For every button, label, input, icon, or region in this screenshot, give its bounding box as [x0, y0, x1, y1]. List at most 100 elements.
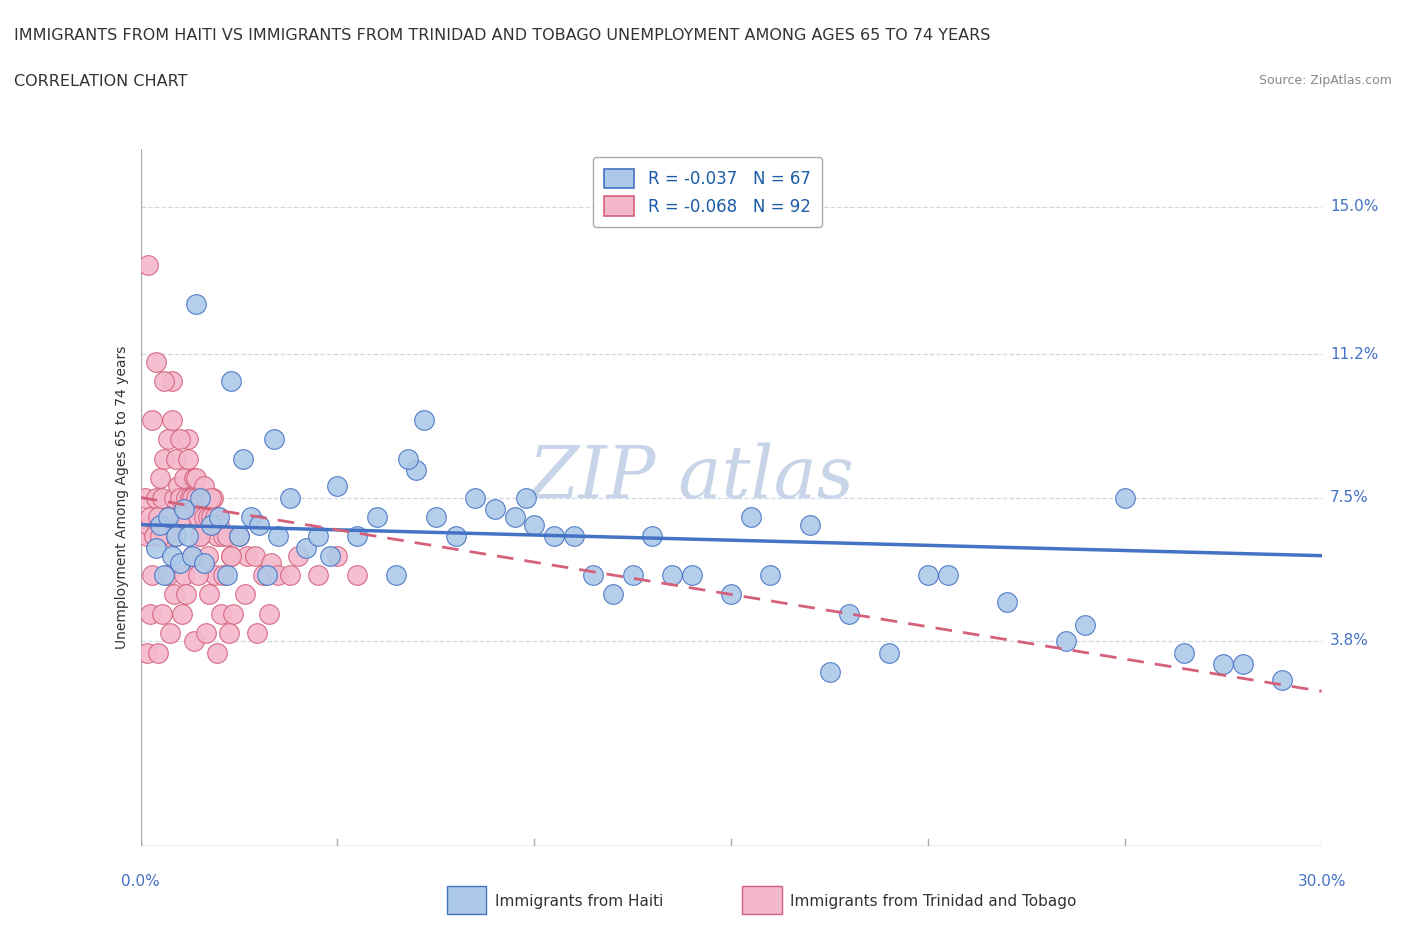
Point: [326, 549, 349, 564]
Point: [1114, 490, 1136, 505]
Text: 11.2%: 11.2%: [1330, 347, 1378, 362]
Text: 30.0%: 30.0%: [1298, 874, 1346, 889]
Text: CORRELATION CHART: CORRELATION CHART: [14, 74, 187, 89]
Point: [877, 645, 900, 660]
Point: [295, 540, 318, 555]
Point: [135, 645, 157, 660]
Point: [207, 645, 229, 660]
Point: [184, 490, 207, 505]
Point: [366, 510, 388, 525]
Point: [1212, 657, 1234, 671]
Point: [159, 626, 181, 641]
Point: [396, 451, 419, 466]
Point: [183, 633, 205, 648]
Point: [163, 490, 186, 505]
Point: [145, 540, 167, 555]
Point: [177, 451, 200, 466]
Y-axis label: Unemployment Among Ages 65 to 74 years: Unemployment Among Ages 65 to 74 years: [115, 346, 129, 649]
Point: [233, 587, 256, 602]
Point: [157, 567, 180, 582]
Point: [444, 529, 467, 544]
Point: [169, 490, 191, 505]
Point: [167, 479, 190, 494]
Point: [188, 529, 211, 544]
Point: [562, 529, 585, 544]
Text: ZIP atlas: ZIP atlas: [529, 443, 855, 513]
Point: [180, 549, 202, 564]
Point: [247, 517, 270, 532]
Point: [267, 529, 290, 544]
Point: [134, 490, 156, 505]
Point: [326, 479, 349, 494]
Point: [177, 432, 200, 447]
Point: [263, 432, 285, 447]
Point: [149, 517, 172, 532]
Point: [169, 556, 191, 571]
Point: [157, 432, 180, 447]
Text: Immigrants from Trinidad and Tobago: Immigrants from Trinidad and Tobago: [790, 894, 1077, 909]
Point: [143, 529, 166, 544]
Point: [170, 606, 193, 621]
Point: [165, 529, 187, 544]
Point: [385, 567, 408, 582]
Point: [153, 374, 176, 389]
Point: [236, 549, 259, 564]
Point: [163, 587, 186, 602]
Point: [148, 645, 170, 660]
Point: [425, 510, 447, 525]
Point: [995, 595, 1018, 610]
Point: [219, 549, 242, 564]
Point: [197, 510, 219, 525]
Point: [543, 529, 565, 544]
Point: [190, 490, 212, 505]
Point: [503, 510, 526, 525]
Point: [278, 567, 301, 582]
Text: 0.0%: 0.0%: [121, 874, 160, 889]
Point: [165, 529, 187, 544]
Point: [219, 549, 242, 564]
Point: [179, 490, 201, 505]
Point: [681, 567, 703, 582]
Point: [165, 451, 187, 466]
Point: [180, 549, 202, 564]
Point: [184, 471, 207, 485]
Point: [138, 258, 160, 272]
Point: [228, 529, 250, 544]
Point: [259, 556, 281, 571]
Point: [212, 529, 235, 544]
Point: [174, 490, 197, 505]
Point: [145, 490, 167, 505]
Point: [1074, 618, 1097, 633]
Point: [193, 556, 215, 571]
Point: [187, 510, 209, 525]
Point: [193, 510, 215, 525]
Point: [661, 567, 683, 582]
Point: [170, 510, 193, 525]
Text: 15.0%: 15.0%: [1330, 199, 1378, 215]
Point: [218, 626, 240, 641]
Point: [246, 626, 269, 641]
Point: [183, 471, 205, 485]
Point: [184, 297, 207, 312]
Point: [139, 510, 162, 525]
Point: [256, 567, 278, 582]
Point: [194, 626, 217, 641]
Point: [200, 490, 222, 505]
Point: [200, 510, 222, 525]
Point: [239, 510, 262, 525]
Point: [219, 374, 242, 389]
Point: [346, 529, 368, 544]
Point: [145, 354, 167, 369]
Text: 7.5%: 7.5%: [1330, 490, 1368, 505]
Point: [149, 529, 172, 544]
Point: [212, 567, 235, 582]
Point: [204, 510, 226, 525]
Point: [818, 665, 841, 680]
Point: [217, 529, 239, 544]
Point: [180, 490, 202, 505]
Point: [936, 567, 959, 582]
Point: [346, 567, 368, 582]
Point: [141, 413, 163, 428]
Point: [150, 490, 173, 505]
Point: [484, 502, 506, 517]
